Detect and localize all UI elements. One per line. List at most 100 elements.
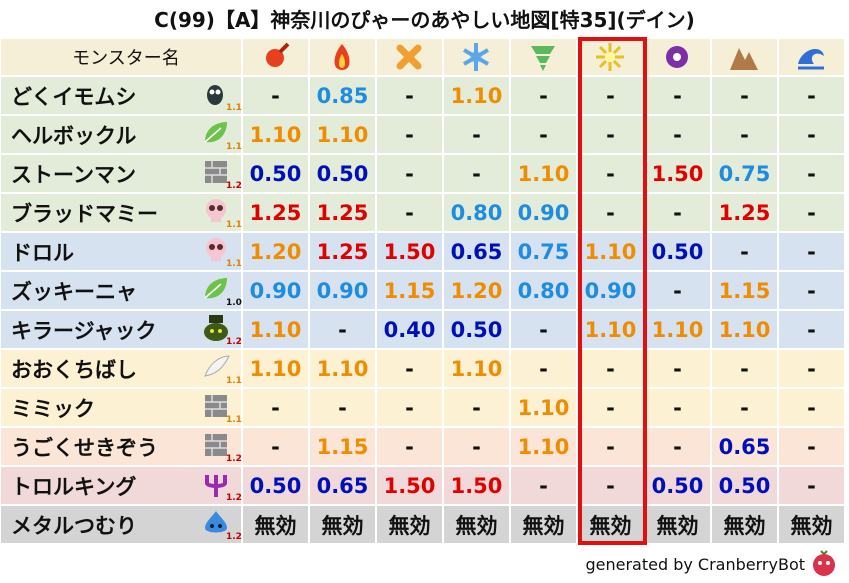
value-cell: 1.25	[711, 193, 778, 232]
footer: generated by CranberryBot	[585, 555, 805, 574]
value-cell: -	[644, 115, 711, 154]
value-cell: -	[242, 76, 309, 115]
value-cell: 0.50	[644, 232, 711, 271]
monster-name: メタルつむり	[0, 505, 242, 544]
value-cell: 1.10	[443, 349, 510, 388]
element-icon	[798, 49, 824, 70]
value-cell: -	[376, 427, 443, 466]
monster-name: ヘルボックル	[0, 115, 242, 154]
value-cell: 0.75	[711, 154, 778, 193]
header-cell: モンスター名	[0, 38, 242, 76]
monster-name: うごくせきぞう	[0, 427, 242, 466]
element-icon	[266, 42, 290, 67]
value-cell: 0.90	[577, 271, 644, 310]
value-cell: 0.50	[309, 154, 376, 193]
monster-name: ズッキーニャ	[0, 271, 242, 310]
element-icon	[666, 46, 688, 68]
value-cell: -	[376, 76, 443, 115]
value-cell: 0.50	[443, 310, 510, 349]
value-cell: -	[577, 154, 644, 193]
value-cell: 1.15	[309, 427, 376, 466]
rank-label: 1.1	[226, 376, 242, 386]
value-cell: 0.85	[309, 76, 376, 115]
monster-icon	[204, 315, 228, 341]
value-cell: 1.10	[510, 154, 577, 193]
monster-icon	[204, 355, 230, 377]
value-cell: -	[577, 427, 644, 466]
value-cell: -	[778, 388, 845, 427]
value-cell: -	[510, 349, 577, 388]
value-cell: 無効	[309, 505, 376, 544]
value-cell: -	[510, 76, 577, 115]
value-cell: 無効	[242, 505, 309, 544]
value-cell: -	[711, 76, 778, 115]
value-cell: 0.50	[242, 154, 309, 193]
value-cell: -	[376, 154, 443, 193]
value-cell: -	[242, 427, 309, 466]
value-cell: 0.40	[376, 310, 443, 349]
value-cell: 無効	[778, 505, 845, 544]
rank-label: 1.2	[226, 532, 242, 542]
header-cell	[510, 38, 577, 76]
value-cell: -	[778, 115, 845, 154]
highlight-box	[578, 37, 647, 545]
value-cell: -	[443, 154, 510, 193]
value-cell: 1.15	[711, 271, 778, 310]
value-cell: -	[778, 466, 845, 505]
value-cell: -	[376, 349, 443, 388]
value-cell: -	[778, 349, 845, 388]
value-cell: 無効	[443, 505, 510, 544]
rank-label: 1.2	[226, 493, 242, 503]
monster-name: トロルキング	[0, 466, 242, 505]
monster-name: おおくちばし	[0, 349, 242, 388]
value-cell: 1.10	[577, 232, 644, 271]
monster-icon	[207, 85, 223, 105]
element-icon	[531, 46, 555, 71]
value-cell: -	[376, 388, 443, 427]
value-cell: 0.80	[443, 193, 510, 232]
element-icon	[462, 43, 490, 71]
value-cell: -	[644, 193, 711, 232]
rank-label: 1.2	[226, 337, 242, 347]
value-cell: -	[778, 193, 845, 232]
value-cell: 1.50	[443, 466, 510, 505]
monster-icon	[205, 475, 227, 497]
value-cell: -	[778, 310, 845, 349]
value-cell: -	[711, 115, 778, 154]
value-cell: 1.15	[376, 271, 443, 310]
value-cell: -	[778, 271, 845, 310]
value-cell: 0.80	[510, 271, 577, 310]
element-icon	[396, 44, 422, 70]
monster-name: ストーンマン	[0, 154, 242, 193]
monster-icon	[205, 511, 227, 533]
value-cell: -	[577, 466, 644, 505]
value-cell: 0.50	[644, 466, 711, 505]
value-cell: 無効	[376, 505, 443, 544]
value-cell: 無効	[711, 505, 778, 544]
value-cell: 0.65	[711, 427, 778, 466]
value-cell: -	[443, 388, 510, 427]
value-cell: 1.10	[711, 310, 778, 349]
value-cell: -	[510, 310, 577, 349]
monster-name: どくイモムシ	[0, 76, 242, 115]
monster-name: ミミック	[0, 388, 242, 427]
element-icon	[334, 44, 350, 70]
value-cell: -	[644, 427, 711, 466]
value-cell: 1.10	[309, 115, 376, 154]
value-cell: -	[376, 115, 443, 154]
rank-label: 1.2	[226, 181, 242, 191]
header-cell	[711, 38, 778, 76]
value-cell: -	[644, 349, 711, 388]
bot-icon	[813, 550, 835, 576]
value-cell: -	[443, 115, 510, 154]
value-cell: 無効	[510, 505, 577, 544]
value-cell: 1.10	[577, 310, 644, 349]
value-cell: -	[443, 427, 510, 466]
value-cell: 1.10	[510, 388, 577, 427]
value-cell: 0.90	[242, 271, 309, 310]
value-cell: -	[644, 76, 711, 115]
value-cell: 1.10	[242, 115, 309, 154]
monster-icon	[206, 199, 226, 222]
rank-label: 1.1	[226, 259, 242, 269]
value-cell: -	[711, 232, 778, 271]
